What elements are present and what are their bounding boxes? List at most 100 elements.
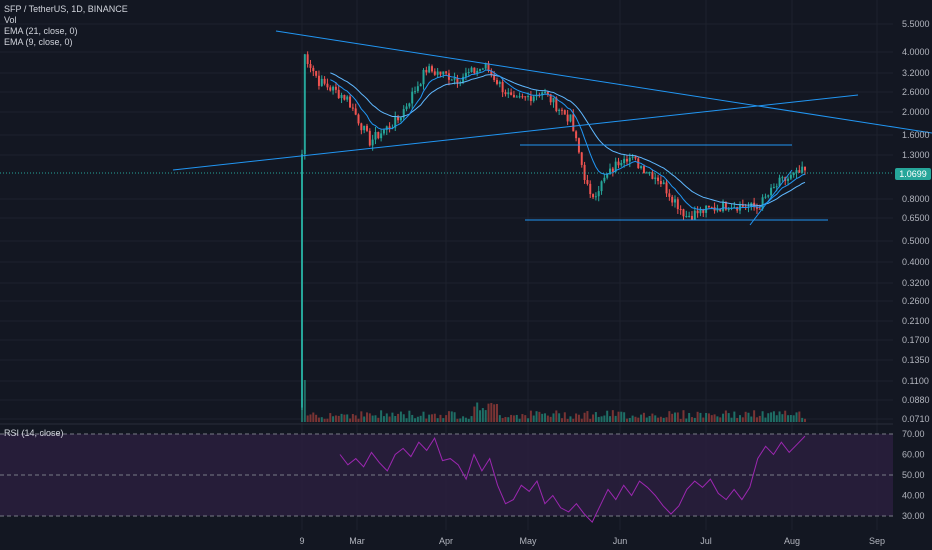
candle-body — [789, 175, 792, 179]
candle-body — [801, 166, 804, 173]
time-tick-label: Aug — [784, 536, 800, 546]
volume-bar — [772, 411, 775, 422]
volume-bars — [301, 317, 806, 422]
candle-body — [399, 117, 402, 121]
volume-bar — [724, 410, 727, 422]
candle-body — [758, 208, 761, 210]
candle-body — [428, 66, 431, 73]
candle-body — [575, 131, 578, 139]
volume-bar — [662, 417, 665, 422]
price-tick-label: 0.8000 — [902, 194, 930, 204]
candle-body — [402, 109, 405, 118]
volume-bar — [634, 416, 637, 422]
volume-bar — [659, 416, 662, 422]
volume-bar — [575, 413, 578, 422]
candle-body — [755, 207, 758, 209]
volume-bar — [787, 415, 790, 422]
trendline-short-up — [749, 169, 793, 226]
volume-bar — [750, 416, 753, 422]
candle-body — [787, 178, 790, 181]
candle-body — [529, 96, 532, 101]
volume-bar — [668, 411, 671, 422]
candle-body — [481, 68, 484, 70]
price-tick-label: 0.1100 — [902, 376, 929, 386]
candle-body — [804, 166, 806, 171]
volume-bar — [397, 413, 400, 422]
candle-body — [665, 182, 668, 194]
price-tick-label: 2.0000 — [902, 107, 930, 117]
price-tick-label: 0.4000 — [902, 257, 930, 267]
volume-bar — [334, 415, 337, 422]
candle-body — [798, 170, 801, 173]
volume-bar — [303, 380, 306, 422]
candle-body — [609, 168, 612, 175]
volume-bar — [306, 415, 309, 422]
candle-body — [512, 94, 515, 98]
volume-bar — [597, 416, 600, 422]
volume-bar — [546, 415, 549, 422]
volume-bar — [382, 416, 385, 422]
candle-body — [761, 197, 764, 209]
candle-body — [552, 97, 555, 103]
volume-bar — [309, 414, 312, 422]
volume-bar — [693, 417, 696, 422]
candle-body — [603, 177, 606, 182]
candle-body — [569, 114, 572, 122]
rsi-axis: 70.00 60.00 50.00 40.00 30.00 — [902, 429, 925, 521]
candle-body — [501, 81, 504, 93]
volume-bar — [385, 413, 388, 422]
volume-bar — [654, 415, 657, 422]
volume-bar — [470, 416, 473, 422]
candle-body — [657, 177, 660, 181]
candle-body — [671, 196, 674, 203]
candle-body — [351, 107, 354, 109]
volume-bar — [741, 417, 744, 422]
volume-bar — [801, 417, 804, 422]
candle-body — [679, 209, 682, 211]
candle-body — [623, 158, 626, 164]
rsi-tick-label: 60.00 — [902, 450, 925, 460]
price-candles — [301, 51, 806, 410]
candle-body — [651, 172, 654, 179]
volume-bar — [665, 417, 668, 422]
volume-bar — [606, 410, 609, 422]
candle-body — [416, 86, 419, 92]
candle-body — [493, 74, 496, 81]
candle-body — [414, 91, 417, 93]
volume-bar — [402, 414, 405, 422]
volume-bar — [391, 412, 394, 422]
candle-body — [625, 158, 628, 162]
volume-bar — [722, 413, 725, 422]
volume-bar — [365, 412, 368, 422]
candle-body — [377, 132, 380, 139]
candle-body — [473, 67, 476, 74]
volume-bar — [354, 415, 357, 422]
candle-body — [560, 109, 563, 111]
candle-body — [464, 72, 467, 77]
candle-body — [507, 92, 510, 95]
volume-bar — [569, 416, 572, 422]
ema21-line — [330, 72, 806, 207]
candle-body — [645, 172, 648, 174]
volume-bar — [510, 414, 513, 422]
rsi-tick-label: 70.00 — [902, 429, 925, 439]
volume-bar — [380, 410, 383, 422]
volume-bar — [657, 417, 660, 422]
time-tick-label: 9 — [299, 536, 304, 546]
candle-body — [462, 76, 465, 83]
candle-body — [597, 191, 600, 197]
volume-bar — [453, 412, 456, 422]
volume-bar — [315, 414, 318, 422]
volume-bar — [594, 412, 597, 422]
volume-bar — [450, 411, 453, 422]
volume-bar — [651, 413, 654, 422]
volume-bar — [572, 418, 575, 422]
volume-bar — [495, 403, 498, 422]
candle-body — [637, 158, 640, 169]
volume-bar — [473, 406, 476, 422]
price-tick-label: 3.2000 — [902, 68, 930, 78]
time-tick-label: May — [519, 536, 537, 546]
volume-bar — [699, 412, 702, 422]
candle-body — [674, 199, 677, 203]
